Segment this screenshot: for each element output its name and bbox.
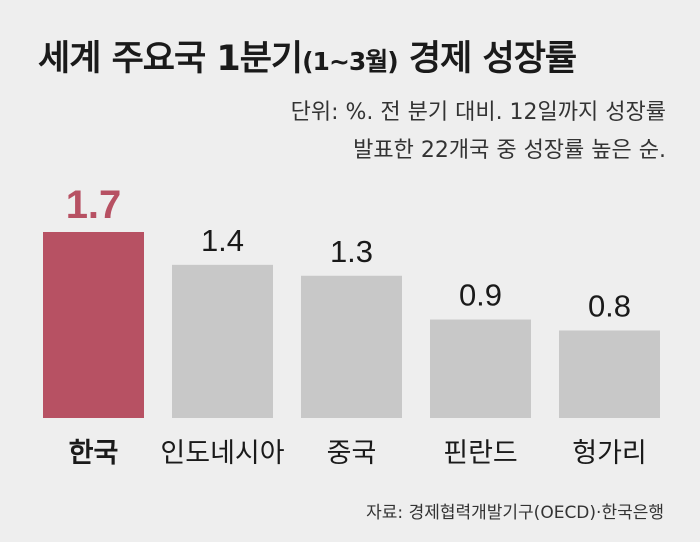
- bar-3: [430, 319, 531, 418]
- subtitle-line-2: 발표한 22개국 중 성장률 높은 순.: [353, 138, 666, 163]
- title-paren: (1~3월): [302, 47, 399, 76]
- value-label-4: 0.8: [588, 288, 631, 323]
- chart-title: 세계 주요국 1분기(1~3월) 경제 성장률: [38, 30, 577, 81]
- bar-4: [559, 330, 660, 418]
- value-label-2: 1.3: [330, 234, 373, 269]
- value-label-0: 1.7: [66, 183, 122, 227]
- subtitle-line-1: 단위: %. 전 분기 대비. 12일까지 성장률: [290, 100, 666, 125]
- category-label-2: 중국: [327, 438, 377, 469]
- bar-2: [301, 275, 402, 418]
- title-main: 세계 주요국 1분기: [38, 39, 303, 79]
- category-label-0: 한국: [69, 438, 119, 469]
- bar-1: [172, 264, 273, 418]
- bar-0: [43, 232, 144, 418]
- value-label-3: 0.9: [459, 278, 502, 313]
- source-note: 자료: 경제협력개발기구(OECD)·한국은행: [366, 503, 664, 523]
- category-label-1: 인도네시아: [160, 438, 284, 469]
- chart-subtitle: 단위: %. 전 분기 대비. 12일까지 성장률 발표한 22개국 중 성장률…: [291, 94, 666, 170]
- category-label-3: 핀란드: [443, 438, 518, 469]
- value-label-1: 1.4: [201, 223, 244, 258]
- title-tail: 경제 성장률: [408, 39, 577, 79]
- category-label-4: 헝가리: [572, 438, 647, 469]
